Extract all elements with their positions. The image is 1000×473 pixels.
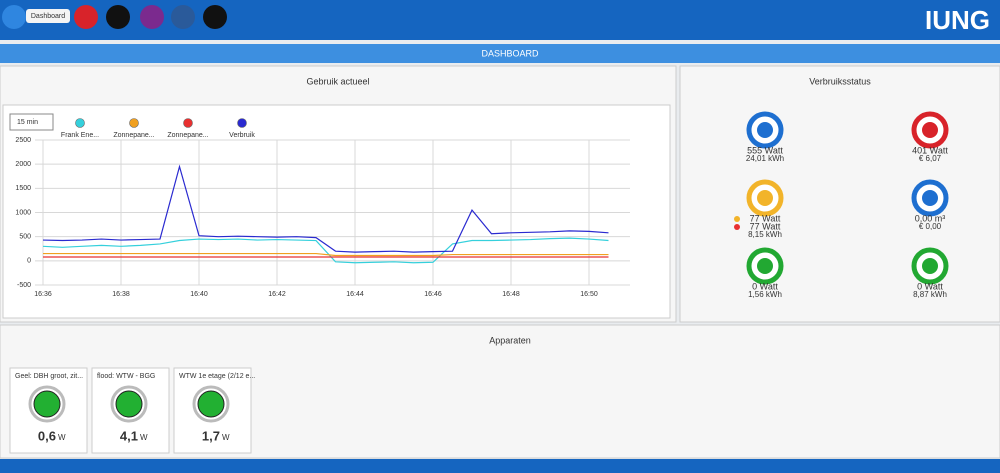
y-tick-label: 2500 <box>15 137 31 144</box>
panel-title: Verbruiksstatus <box>809 76 871 86</box>
device-icon <box>33 390 61 418</box>
device-unit: W <box>222 433 230 442</box>
status-icon-core <box>922 122 938 138</box>
device-unit: W <box>140 433 148 442</box>
legend-label: Zonnepane... <box>113 132 154 139</box>
device-icon <box>115 390 143 418</box>
power-button[interactable] <box>74 5 98 29</box>
device-gauge <box>192 385 230 423</box>
status-value: 1,56 kWh <box>748 290 782 299</box>
range-select[interactable] <box>9 113 54 131</box>
device-name: Geel: DBH groot, zit... <box>15 373 83 380</box>
device-value: 4,1 <box>120 428 138 443</box>
bottom-bar <box>0 459 1000 473</box>
device-value: 0,6 <box>38 428 56 443</box>
status-icon-core <box>757 258 773 274</box>
legend-marker <box>129 118 139 128</box>
chart-frame <box>2 104 671 319</box>
panel-title: Apparaten <box>489 335 531 345</box>
tooltip-text: Dashboard <box>31 13 65 20</box>
y-tick-label: 1500 <box>15 185 31 192</box>
x-tick-label: 16:44 <box>346 291 364 298</box>
status-value: 77 Watt <box>750 221 781 231</box>
chat-button[interactable] <box>203 5 227 29</box>
y-tick-label: 2000 <box>15 161 31 168</box>
device-gauge <box>28 385 66 423</box>
status-icon-core <box>757 190 773 206</box>
device-card[interactable] <box>9 367 88 454</box>
status-value: 8,87 kWh <box>913 290 947 299</box>
status-dot <box>734 216 740 222</box>
chart-button[interactable] <box>140 5 164 29</box>
device-unit: W <box>58 433 66 442</box>
x-tick-label: 16:46 <box>424 291 442 298</box>
status-value: 0 Watt <box>917 281 943 291</box>
status-value: 555 Watt <box>747 145 783 155</box>
device-icon <box>197 390 225 418</box>
y-tick-label: 0 <box>27 258 31 265</box>
status-value: 401 Watt <box>912 145 948 155</box>
device-name: flood: WTW - BGG <box>97 373 155 380</box>
x-tick-label: 16:42 <box>268 291 286 298</box>
status-value: 0,00 m³ <box>915 213 946 223</box>
status-dot <box>734 224 740 230</box>
top-bar <box>0 0 1000 40</box>
x-tick-label: 16:48 <box>502 291 520 298</box>
x-tick-label: 16:36 <box>34 291 52 298</box>
legend-label: Zonnepane... <box>167 132 208 139</box>
y-tick-label: 500 <box>19 234 31 241</box>
status-value: 24,01 kWh <box>746 154 784 163</box>
home-button[interactable] <box>2 5 26 29</box>
status-value: 8,15 kWh <box>748 230 782 239</box>
plug-button[interactable] <box>106 5 130 29</box>
range-select-text: 15 min <box>17 119 38 126</box>
status-value: € 6,07 <box>919 154 942 163</box>
settings-button[interactable] <box>171 5 195 29</box>
status-value: € 0,00 <box>919 222 942 231</box>
status-panel <box>679 65 1000 323</box>
x-tick-label: 16:38 <box>112 291 130 298</box>
logo: IUNG <box>925 5 990 35</box>
device-gauge <box>110 385 148 423</box>
status-icon-core <box>922 190 938 206</box>
series-line <box>42 237 609 264</box>
x-tick-label: 16:40 <box>190 291 208 298</box>
device-name: WTW 1e etage (2/12 e... <box>179 373 255 380</box>
legend-label: Frank Ene... <box>61 132 99 139</box>
x-tick-label: 16:50 <box>580 291 598 298</box>
legend-marker <box>183 118 193 128</box>
status-value: 77 Watt <box>750 213 781 223</box>
series-line <box>43 252 609 257</box>
legend-marker <box>75 118 85 128</box>
y-tick-label: 1000 <box>15 209 31 216</box>
status-value: 0 Watt <box>752 281 778 291</box>
series-line <box>42 164 609 253</box>
page-title: DASHBOARD <box>481 48 539 58</box>
tooltip <box>26 9 70 23</box>
device-value: 1,7 <box>202 428 220 443</box>
status-icon-core <box>757 122 773 138</box>
title-bar <box>0 44 1000 63</box>
y-tick-label: -500 <box>17 282 31 289</box>
status-icon-core <box>922 258 938 274</box>
legend-label: Verbruik <box>229 132 255 139</box>
legend-marker <box>237 118 247 128</box>
panel-title: Gebruik actueel <box>306 76 369 86</box>
